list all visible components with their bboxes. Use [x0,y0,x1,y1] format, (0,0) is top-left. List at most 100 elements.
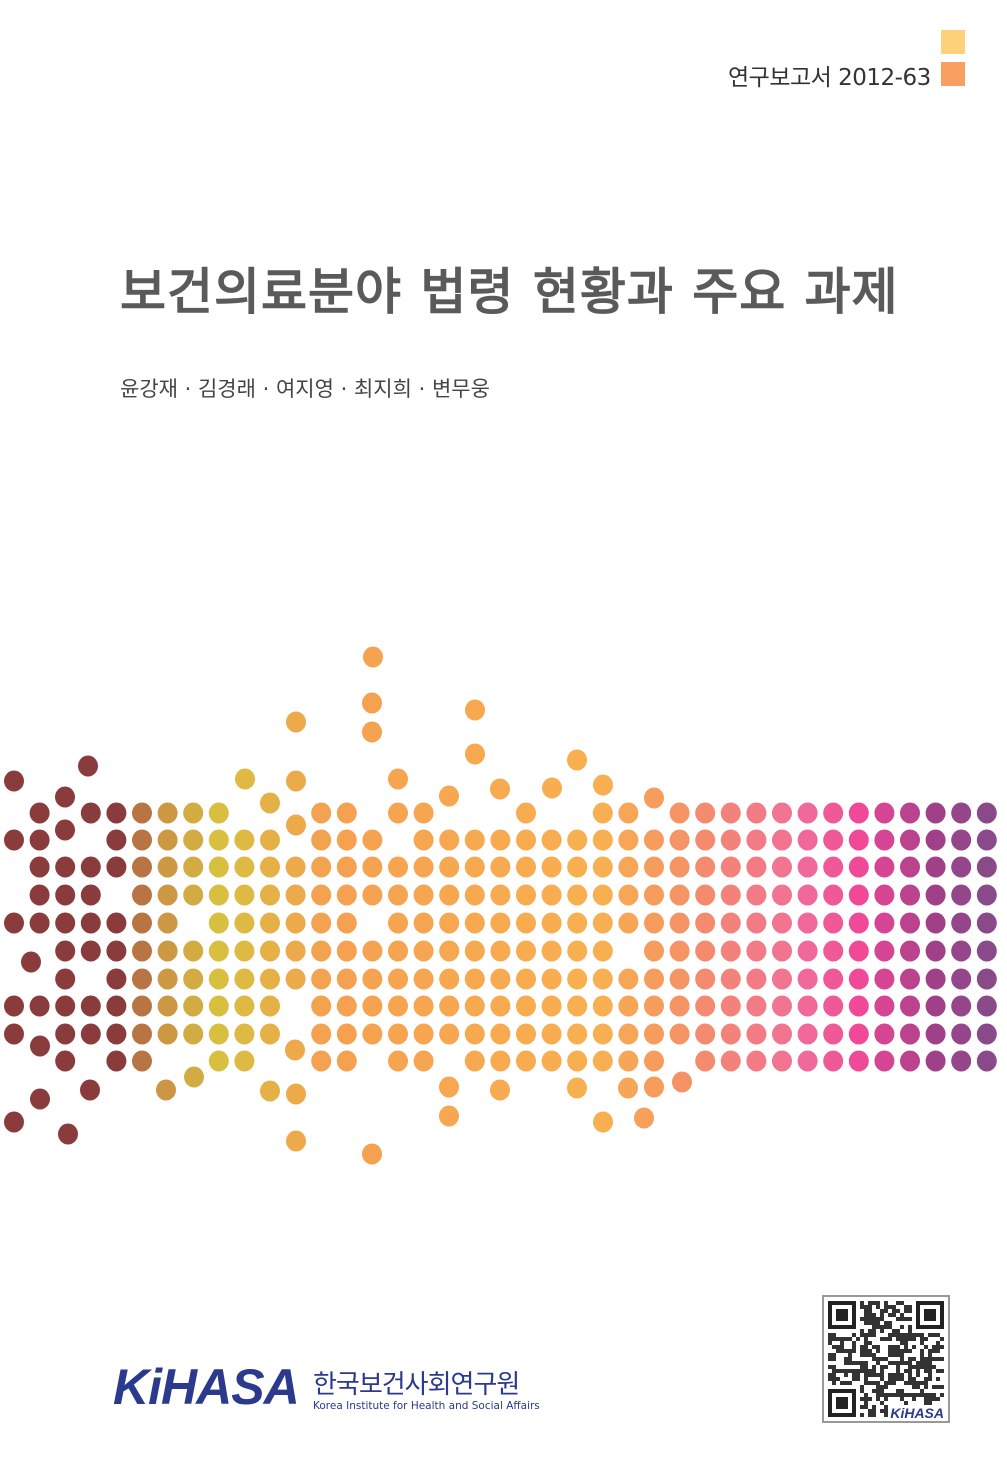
pattern-dot [413,829,434,851]
pattern-dot [336,829,357,851]
pattern-dot [132,995,152,1017]
pattern-dot [490,1023,511,1045]
pattern-dot [567,856,588,878]
pattern-dot [567,968,588,990]
pattern-dot [516,829,536,851]
pattern-dot [593,774,613,796]
pattern-dot [746,884,767,906]
pattern-dot [388,884,408,906]
kihasa-logo: KiHASA 한국보건사회연구원 Korea Institute for Hea… [113,1362,540,1412]
pattern-dot [80,912,101,934]
pattern-dot [900,884,920,906]
pattern-dot [234,1023,255,1045]
pattern-dot [746,995,767,1017]
pattern-dot [874,1050,895,1072]
pattern-dot [286,814,306,836]
pattern-dot [465,699,485,721]
pattern-dot [286,770,306,792]
pattern-dot [285,1039,305,1061]
pattern-dot [106,1050,127,1072]
pattern-dot [746,912,767,934]
pattern-dot [311,968,332,990]
pattern-dot [490,995,511,1017]
pattern-dot [106,1023,127,1045]
pattern-dot [592,995,613,1017]
pattern-dot [618,1077,638,1099]
pattern-dot [695,856,716,878]
pattern-dot [208,1050,229,1072]
pattern-dot [311,1050,332,1072]
pattern-dot [593,1111,613,1133]
pattern-dot [848,912,869,934]
pattern-dot [976,995,997,1017]
pattern-dot [208,912,229,934]
pattern-dot [592,1050,613,1072]
pattern-dot [925,968,946,990]
institute-name-korean: 한국보건사회연구원 [313,1370,520,1400]
pattern-dot [900,802,920,824]
pattern-dot [618,1023,639,1045]
pattern-dot [413,1023,434,1045]
pattern-dot [464,829,485,851]
pattern-dot [746,802,767,824]
pattern-dot [592,884,613,906]
pattern-dot [976,968,997,990]
pattern-dot [260,792,280,814]
pattern-dot [464,856,485,878]
pattern-dot [900,912,920,934]
pattern-dot [644,940,664,962]
pattern-dot [874,1023,895,1045]
pattern-dot [772,802,792,824]
pattern-dot [413,884,434,906]
pattern-dot [58,1123,78,1145]
pattern-dot [823,829,844,851]
pattern-dot [439,1023,460,1045]
pattern-dot [208,995,229,1017]
pattern-dot [567,995,588,1017]
pattern-dot [797,884,818,906]
accent-square-orange [941,62,965,86]
pattern-dot [925,1023,946,1045]
pattern-dot [720,1023,741,1045]
pattern-dot [848,968,869,990]
pattern-dot [362,884,383,906]
pattern-dot [388,768,408,790]
dot-pattern-graphic [4,646,997,1165]
pattern-dot [55,940,76,962]
pattern-dot [55,1023,76,1045]
pattern-dot [336,968,357,990]
pattern-dot [567,1050,588,1072]
pattern-dot [55,856,76,878]
pattern-dot [925,884,946,906]
pattern-dot [695,968,716,990]
qr-logo-label: KiHASA [888,1405,946,1421]
pattern-dot [772,995,792,1017]
pattern-dot [516,802,536,824]
pattern-dot [311,829,332,851]
pattern-dot [413,1050,434,1072]
pattern-dot [644,968,664,990]
pattern-dot [746,829,767,851]
pattern-dot [464,940,485,962]
pattern-dot [541,968,562,990]
pattern-dot [951,856,972,878]
pattern-dot [772,884,792,906]
pattern-dot [900,856,920,878]
pattern-dot [823,856,844,878]
report-title: 보건의료분야 법령 현황과 주요 과제 [120,263,899,321]
pattern-dot [362,1143,382,1165]
pattern-dot [29,829,50,851]
pattern-dot [618,995,639,1017]
pattern-dot [157,968,178,990]
pattern-dot [669,856,690,878]
pattern-dot [541,884,562,906]
pattern-dot [695,884,716,906]
qr-code[interactable]: KiHASA [822,1295,950,1423]
pattern-dot [106,940,127,962]
pattern-dot [413,940,434,962]
pattern-dot [516,1050,536,1072]
pattern-dot [336,1050,357,1072]
pattern-dot [567,912,588,934]
pattern-dot [362,829,383,851]
pattern-dot [490,829,511,851]
